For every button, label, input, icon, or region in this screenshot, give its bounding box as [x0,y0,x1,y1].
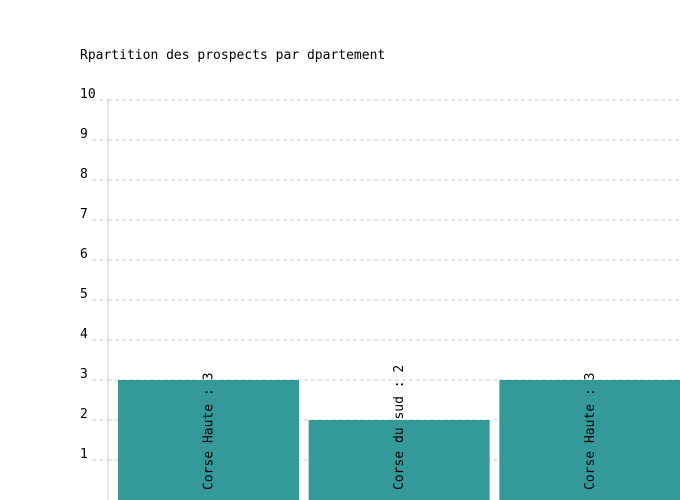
y-tick-label: 6 [80,247,88,262]
y-tick-label: 1 [80,447,88,462]
bar [118,380,299,500]
y-tick-label: 10 [80,87,96,102]
bar-value-label: Corse Haute : 3 [583,373,598,490]
y-tick-label: 7 [80,207,88,222]
y-tick-label: 5 [80,287,88,302]
y-tick-label: 2 [80,407,88,422]
chart-title: Rpartition des prospects par dpartement [80,48,386,63]
bars [118,380,680,500]
y-axis-ticks: 1 2 3 4 5 6 7 8 9 10 [80,87,108,462]
y-tick-label: 8 [80,167,88,182]
bar-value-label: Corse du sud : 2 [392,365,407,490]
bar-value-label: Corse Haute : 3 [202,373,217,490]
bar [308,420,490,500]
y-tick-label: 3 [80,367,88,382]
bar-labels: Corse Haute : 3 Corse du sud : 2 Corse Hau… [202,365,598,490]
bar [499,380,680,500]
y-tick-label: 9 [80,127,88,142]
y-tick-label: 4 [80,327,88,342]
